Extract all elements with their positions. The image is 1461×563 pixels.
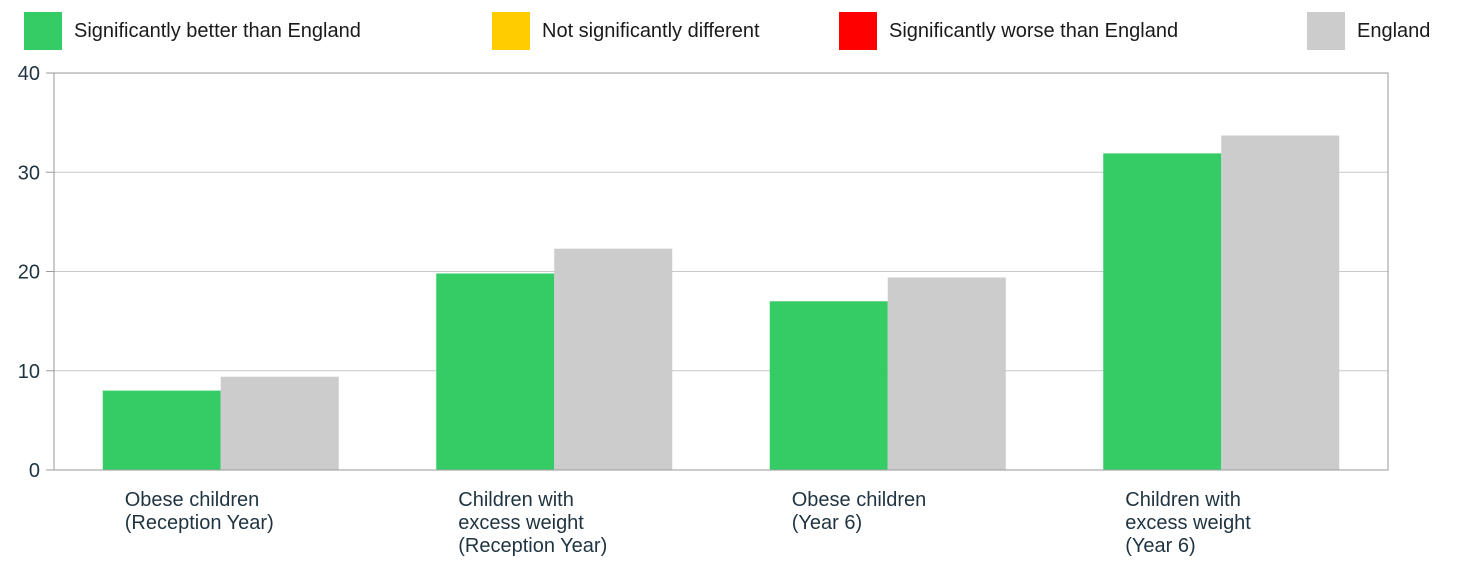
- legend-swatch-not-different: [492, 12, 530, 50]
- x-tick-label-2-line-1: (Year 6): [792, 512, 862, 534]
- bar-england-1: [554, 248, 673, 470]
- x-tick-label-1-line-1: excess weight: [458, 512, 584, 534]
- y-tick-label-0: 0: [29, 460, 40, 482]
- y-axis: 0 10 20 30 40: [18, 63, 54, 482]
- bar-england-0: [220, 376, 339, 470]
- x-tick-label-3-line-2: (Year 6): [1125, 535, 1195, 557]
- bar-area-0: [102, 390, 221, 470]
- legend-item-england: England: [1307, 12, 1430, 50]
- x-tick-label-1-line-0: Children with: [458, 489, 574, 511]
- chart-bars: [102, 135, 1340, 470]
- legend-label-not-different: Not significantly different: [542, 19, 760, 42]
- legend-label-better: Significantly better than England: [74, 19, 361, 42]
- bar-area-1: [436, 273, 555, 470]
- chart-legend: Significantly better than England Not si…: [0, 0, 1461, 60]
- bar-area-2: [769, 301, 888, 470]
- x-tick-label-0-line-0: Obese children: [125, 489, 260, 511]
- legend-item-not-different: Not significantly different: [492, 12, 760, 50]
- bar-area-3: [1103, 153, 1222, 470]
- legend-label-england: England: [1357, 19, 1431, 42]
- x-tick-label-0-line-1: (Reception Year): [125, 512, 274, 534]
- legend-item-better: Significantly better than England: [24, 12, 361, 50]
- y-tick-label-10: 10: [18, 361, 40, 383]
- bar-england-2: [887, 277, 1006, 470]
- y-tick-label-30: 30: [18, 162, 40, 184]
- x-tick-label-3-line-0: Children with: [1125, 489, 1241, 511]
- legend-label-worse: Significantly worse than England: [889, 19, 1179, 42]
- x-tick-label-2-line-0: Obese children: [792, 489, 927, 511]
- legend-item-worse: Significantly worse than England: [839, 12, 1178, 50]
- x-axis: Obese children(Reception Year)Children w…: [125, 489, 1252, 557]
- y-tick-label-20: 20: [18, 262, 40, 284]
- y-tick-label-40: 40: [18, 63, 40, 85]
- x-tick-label-1-line-2: (Reception Year): [458, 535, 607, 557]
- bar-england-3: [1221, 135, 1340, 470]
- x-tick-label-3-line-1: excess weight: [1125, 512, 1251, 534]
- legend-swatch-england: [1307, 12, 1345, 50]
- legend-swatch-worse: [839, 12, 877, 50]
- legend-swatch-better: [24, 12, 62, 50]
